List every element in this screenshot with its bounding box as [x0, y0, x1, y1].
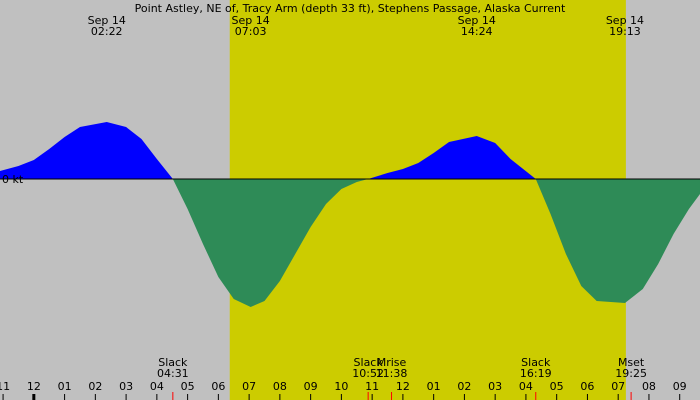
x-tick-label: 01 [58, 380, 72, 393]
x-tick-label: 08 [642, 380, 656, 393]
x-tick-label: 07 [242, 380, 256, 393]
event-time: 16:19 [520, 367, 552, 380]
extreme-date: Sep 14 [232, 14, 270, 27]
extreme-time: 19:13 [609, 25, 641, 38]
extreme-date: Sep 14 [606, 14, 644, 27]
x-tick-label: 03 [488, 380, 502, 393]
x-tick-label: 01 [427, 380, 441, 393]
x-tick-label: 02 [88, 380, 102, 393]
extreme-date: Sep 14 [88, 14, 126, 27]
x-tick-label: 05 [550, 380, 564, 393]
event-label: Slack [521, 356, 551, 369]
extreme-time: 07:03 [235, 25, 267, 38]
x-tick-label: 03 [119, 380, 133, 393]
x-tick-label: 06 [211, 380, 225, 393]
x-tick-label: 07 [611, 380, 625, 393]
chart-title: Point Astley, NE of, Tracy Arm (depth 33… [135, 2, 566, 15]
event-time: 11:38 [376, 367, 408, 380]
x-tick-label: 09 [673, 380, 687, 393]
ebb-area [0, 179, 700, 307]
x-tick-label: 11 [0, 380, 10, 393]
x-tick-label: 04 [519, 380, 533, 393]
event-label: Mrise [377, 356, 407, 369]
x-tick-label: 05 [181, 380, 195, 393]
flood-area [0, 122, 700, 179]
x-tick-label: 09 [304, 380, 318, 393]
extreme-time: 02:22 [91, 25, 123, 38]
event-label: Slack [158, 356, 188, 369]
y-tick-label: 0 kt [2, 173, 24, 186]
x-tick-label: 06 [580, 380, 594, 393]
x-tick-label: 08 [273, 380, 287, 393]
event-time: 10:52 [352, 367, 384, 380]
event-time: 19:25 [615, 367, 647, 380]
x-tick-label: 11 [365, 380, 379, 393]
extreme-time: 14:24 [461, 25, 493, 38]
event-label: Mset [618, 356, 645, 369]
event-time: 04:31 [157, 367, 189, 380]
x-tick-label: 12 [27, 380, 41, 393]
x-tick-label: 04 [150, 380, 164, 393]
x-tick-label: 10 [334, 380, 348, 393]
x-tick-label: 12 [396, 380, 410, 393]
x-tick-label: 02 [457, 380, 471, 393]
event-label: Slack [354, 356, 384, 369]
extreme-date: Sep 14 [458, 14, 496, 27]
